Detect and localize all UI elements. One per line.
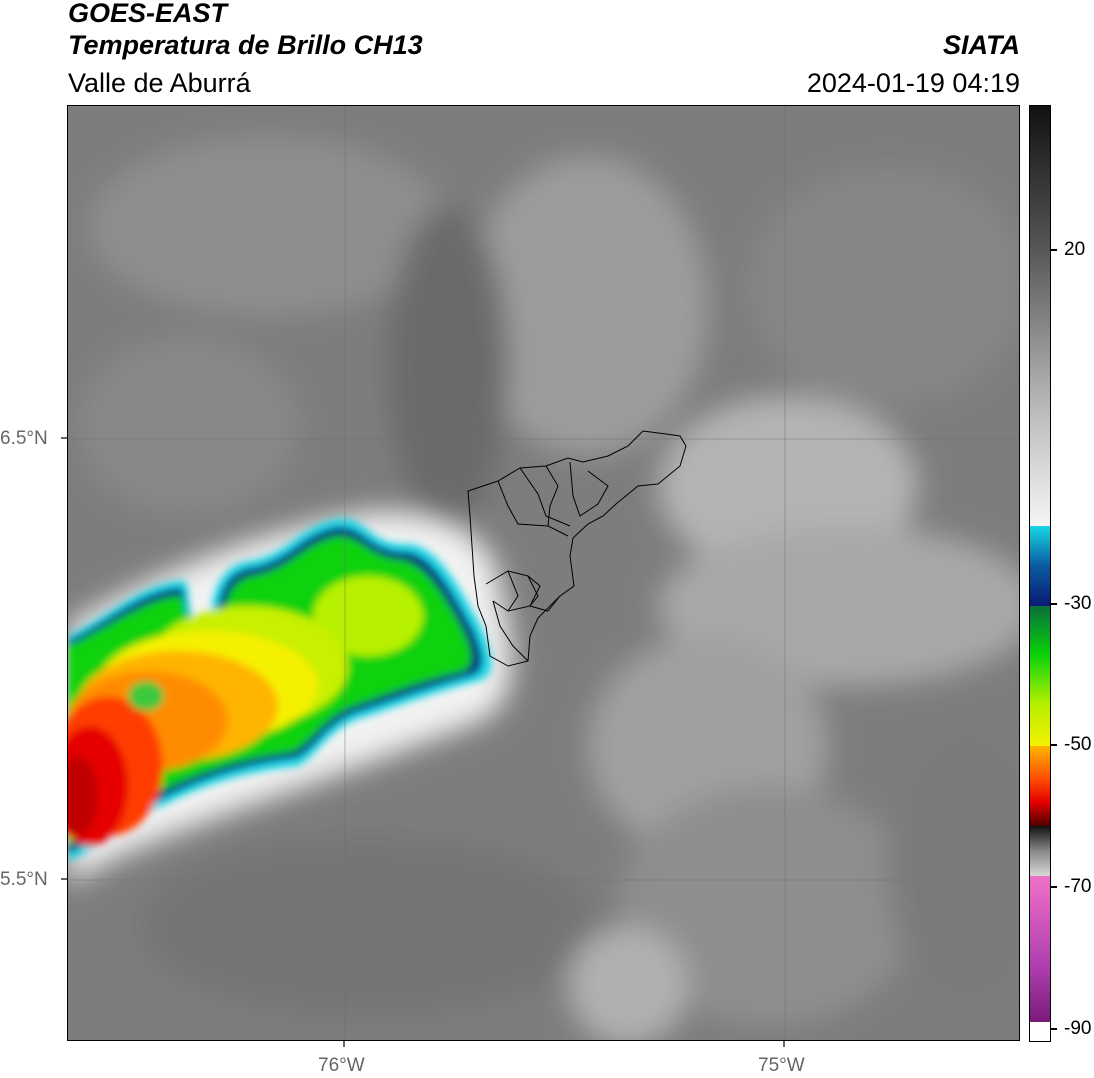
colorbar-tick <box>1051 603 1057 605</box>
colorbar-dark-grey <box>1030 106 1050 246</box>
lat-tick <box>61 878 67 880</box>
lon-label-76: 76°W <box>318 1055 365 1076</box>
satellite-title: GOES-EAST <box>68 0 228 28</box>
colorbar-label-20: 20 <box>1064 239 1086 260</box>
lat-tick <box>61 437 67 439</box>
lon-tick <box>783 1041 785 1047</box>
region-subtitle: Valle de Aburrá <box>68 68 251 98</box>
lon-tick <box>343 1041 345 1047</box>
colorbar-label-minus50: -50 <box>1064 734 1092 755</box>
colorbar-label-minus70: -70 <box>1064 876 1092 897</box>
colorbar-magenta <box>1030 876 1050 1022</box>
temperature-colorbar <box>1029 105 1051 1042</box>
organization-label: SIATA <box>943 30 1020 60</box>
colorbar-white <box>1030 1022 1050 1041</box>
colorbar-blue <box>1030 526 1050 606</box>
colorbar-tick <box>1051 249 1057 251</box>
colorbar-grey <box>1030 246 1050 526</box>
colorbar-tick <box>1051 1028 1057 1030</box>
colorbar-tick <box>1051 886 1057 888</box>
brightness-temperature-image <box>68 106 1019 1040</box>
satellite-map[interactable] <box>67 105 1020 1041</box>
colorbar-red <box>1030 746 1050 826</box>
colorbar-label-minus30: -30 <box>1064 593 1092 614</box>
lon-label-75: 75°W <box>758 1055 805 1076</box>
product-title: Temperatura de Brillo CH13 <box>68 30 423 60</box>
colorbar-label-minus90: -90 <box>1064 1018 1092 1039</box>
graticule <box>68 106 1019 1040</box>
timestamp-label: 2024-01-19 04:19 <box>806 68 1020 98</box>
colorbar-tick <box>1051 744 1057 746</box>
lat-label-6-5: 6.5°N <box>0 428 48 449</box>
colorbar-green-yellow <box>1030 606 1050 746</box>
valle-de-aburra-boundaries <box>467 430 687 667</box>
lat-label-5-5: 5.5°N <box>0 869 48 890</box>
colorbar-grey-low <box>1030 826 1050 876</box>
